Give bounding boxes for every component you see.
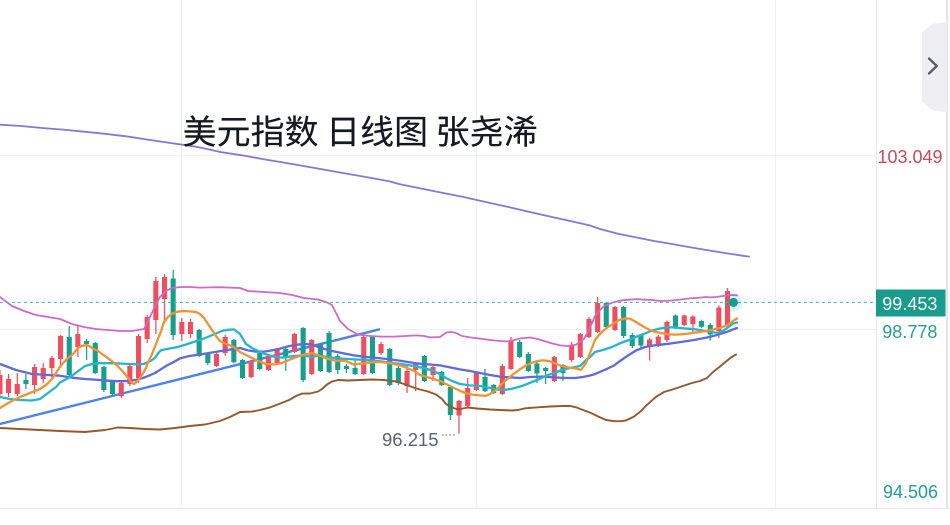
svg-text:103.049: 103.049 xyxy=(878,147,943,167)
svg-text:98.778: 98.778 xyxy=(882,322,937,342)
svg-text:99.453: 99.453 xyxy=(882,294,937,314)
svg-text:96.215: 96.215 xyxy=(382,429,439,450)
svg-text:94.506: 94.506 xyxy=(883,482,938,502)
